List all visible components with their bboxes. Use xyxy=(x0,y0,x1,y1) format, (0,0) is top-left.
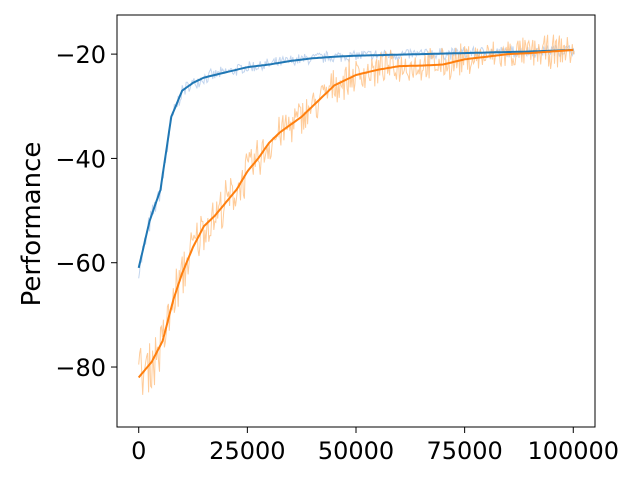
x-tick-label: 25000 xyxy=(209,437,285,465)
x-axis: 0 25000 50000 75000 100000 xyxy=(131,427,619,465)
series-2-line xyxy=(137,48,574,379)
x-tick-label: 75000 xyxy=(426,437,502,465)
y-axis-label: Performance xyxy=(17,142,47,307)
y-tick-label: −60 xyxy=(55,250,106,278)
series-1-line xyxy=(137,48,574,269)
y-axis: −80 −60 −40 −20 xyxy=(55,41,117,382)
x-tick-label: 100000 xyxy=(527,437,619,465)
y-tick-label: −20 xyxy=(55,41,106,69)
y-tick-label: −40 xyxy=(55,145,106,173)
series-2-noise-band xyxy=(138,34,575,395)
y-tick-label: −80 xyxy=(55,354,106,382)
plot-frame xyxy=(116,14,596,428)
x-tick-label: 0 xyxy=(131,437,146,465)
series-lines xyxy=(137,48,574,379)
series-noise-bands xyxy=(138,34,575,395)
x-tick-label: 50000 xyxy=(318,437,394,465)
